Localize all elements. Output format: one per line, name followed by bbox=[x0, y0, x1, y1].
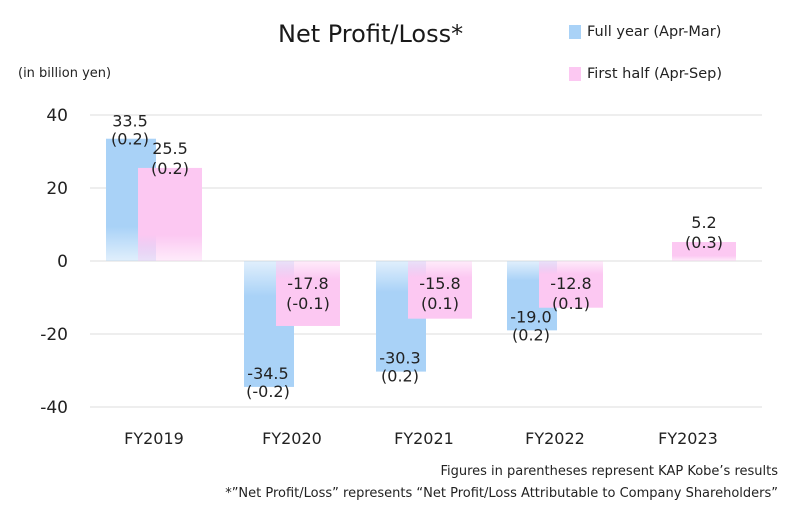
data-label-full-year: -19.0 bbox=[510, 307, 551, 326]
bar-first-half bbox=[408, 261, 472, 319]
bar-first-half bbox=[138, 167, 202, 261]
x-tick-label: FY2022 bbox=[525, 429, 585, 448]
data-label-first-half: -15.8 bbox=[419, 274, 460, 293]
data-label-first-half-kap-kobe: (0.3) bbox=[685, 233, 723, 252]
data-label-first-half-kap-kobe: (0.2) bbox=[151, 159, 189, 178]
legend-swatch-full-year bbox=[569, 25, 581, 39]
data-label-full-year-kap-kobe: (0.2) bbox=[111, 130, 149, 149]
y-tick-label: 20 bbox=[46, 179, 68, 199]
x-tick-label: FY2023 bbox=[658, 429, 718, 448]
footnote-definition: *”Net Profit/Loss” represents “Net Profi… bbox=[225, 486, 778, 501]
chart-title: Net Profit/Loss* bbox=[278, 20, 464, 48]
data-label-first-half-kap-kobe: (0.1) bbox=[552, 294, 590, 313]
data-label-full-year-kap-kobe: (-0.2) bbox=[246, 382, 290, 401]
data-label-full-year: 33.5 bbox=[112, 112, 148, 131]
data-label-first-half: -17.8 bbox=[287, 274, 328, 293]
data-label-full-year-kap-kobe: (0.2) bbox=[512, 325, 550, 344]
data-label-first-half-kap-kobe: (0.1) bbox=[421, 294, 459, 313]
y-tick-label: 0 bbox=[57, 252, 68, 272]
legend-item-first-half: First half (Apr-Sep) bbox=[569, 66, 722, 82]
legend-swatch-first-half bbox=[569, 67, 581, 81]
y-axis-unit-label: (in billion yen) bbox=[18, 66, 112, 81]
data-label-first-half-kap-kobe: (-0.1) bbox=[286, 294, 330, 313]
data-label-first-half: -12.8 bbox=[550, 274, 591, 293]
x-tick-label: FY2021 bbox=[394, 429, 454, 448]
data-label-full-year: -30.3 bbox=[379, 349, 420, 368]
data-label-full-year-kap-kobe: (0.2) bbox=[381, 367, 419, 386]
bar-first-half bbox=[539, 261, 603, 308]
y-tick-label: -20 bbox=[40, 325, 68, 345]
y-tick-label: 40 bbox=[46, 106, 68, 126]
bar-first-half bbox=[672, 242, 736, 261]
legend-label-first-half: First half (Apr-Sep) bbox=[587, 66, 722, 82]
data-label-first-half: 25.5 bbox=[152, 139, 188, 158]
legend-item-full-year: Full year (Apr-Mar) bbox=[569, 24, 721, 40]
y-tick-label: -40 bbox=[40, 398, 68, 418]
bar-first-half bbox=[276, 261, 340, 326]
x-tick-label: FY2020 bbox=[262, 429, 322, 448]
footnote-kap-kobe: Figures in parentheses represent KAP Kob… bbox=[440, 464, 778, 479]
x-tick-label: FY2019 bbox=[124, 429, 184, 448]
legend-label-full-year: Full year (Apr-Mar) bbox=[587, 24, 722, 40]
data-label-full-year: -34.5 bbox=[247, 364, 288, 383]
data-label-first-half: 5.2 bbox=[691, 213, 716, 232]
